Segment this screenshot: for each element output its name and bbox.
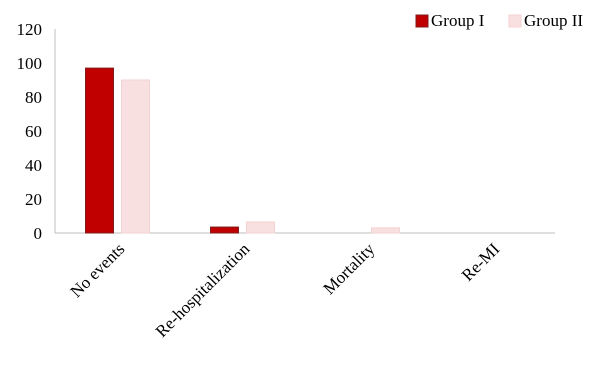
category-label: No events — [66, 239, 128, 301]
bar-group-ii — [246, 221, 275, 234]
y-tick-label: 120 — [17, 20, 43, 39]
bar-group-i — [85, 67, 114, 234]
category-labels: No events Re-hospitalization Mortality Re-M… — [66, 239, 503, 341]
y-tick-label: 100 — [17, 54, 43, 73]
legend-label: Group I — [431, 11, 485, 30]
y-tick-label: 40 — [25, 156, 42, 175]
category-label: Re-hospitalization — [152, 239, 254, 341]
bars — [85, 67, 400, 234]
bar-group-i — [210, 226, 239, 234]
y-tick-labels: 0 20 40 60 80 100 120 — [17, 20, 43, 243]
y-tick-label: 60 — [25, 122, 42, 141]
y-tick-label: 20 — [25, 190, 42, 209]
category-label: Re-MI — [458, 239, 504, 285]
y-tick-label: 0 — [34, 224, 43, 243]
y-tick-label: 80 — [25, 88, 42, 107]
legend-label: Group II — [524, 11, 583, 30]
legend-swatch — [415, 14, 429, 28]
legend: Group I Group II — [415, 11, 583, 30]
category-label: Mortality — [319, 239, 378, 298]
legend-swatch — [508, 14, 522, 28]
bar-group-ii — [371, 227, 400, 234]
bar-group-ii — [121, 79, 150, 234]
